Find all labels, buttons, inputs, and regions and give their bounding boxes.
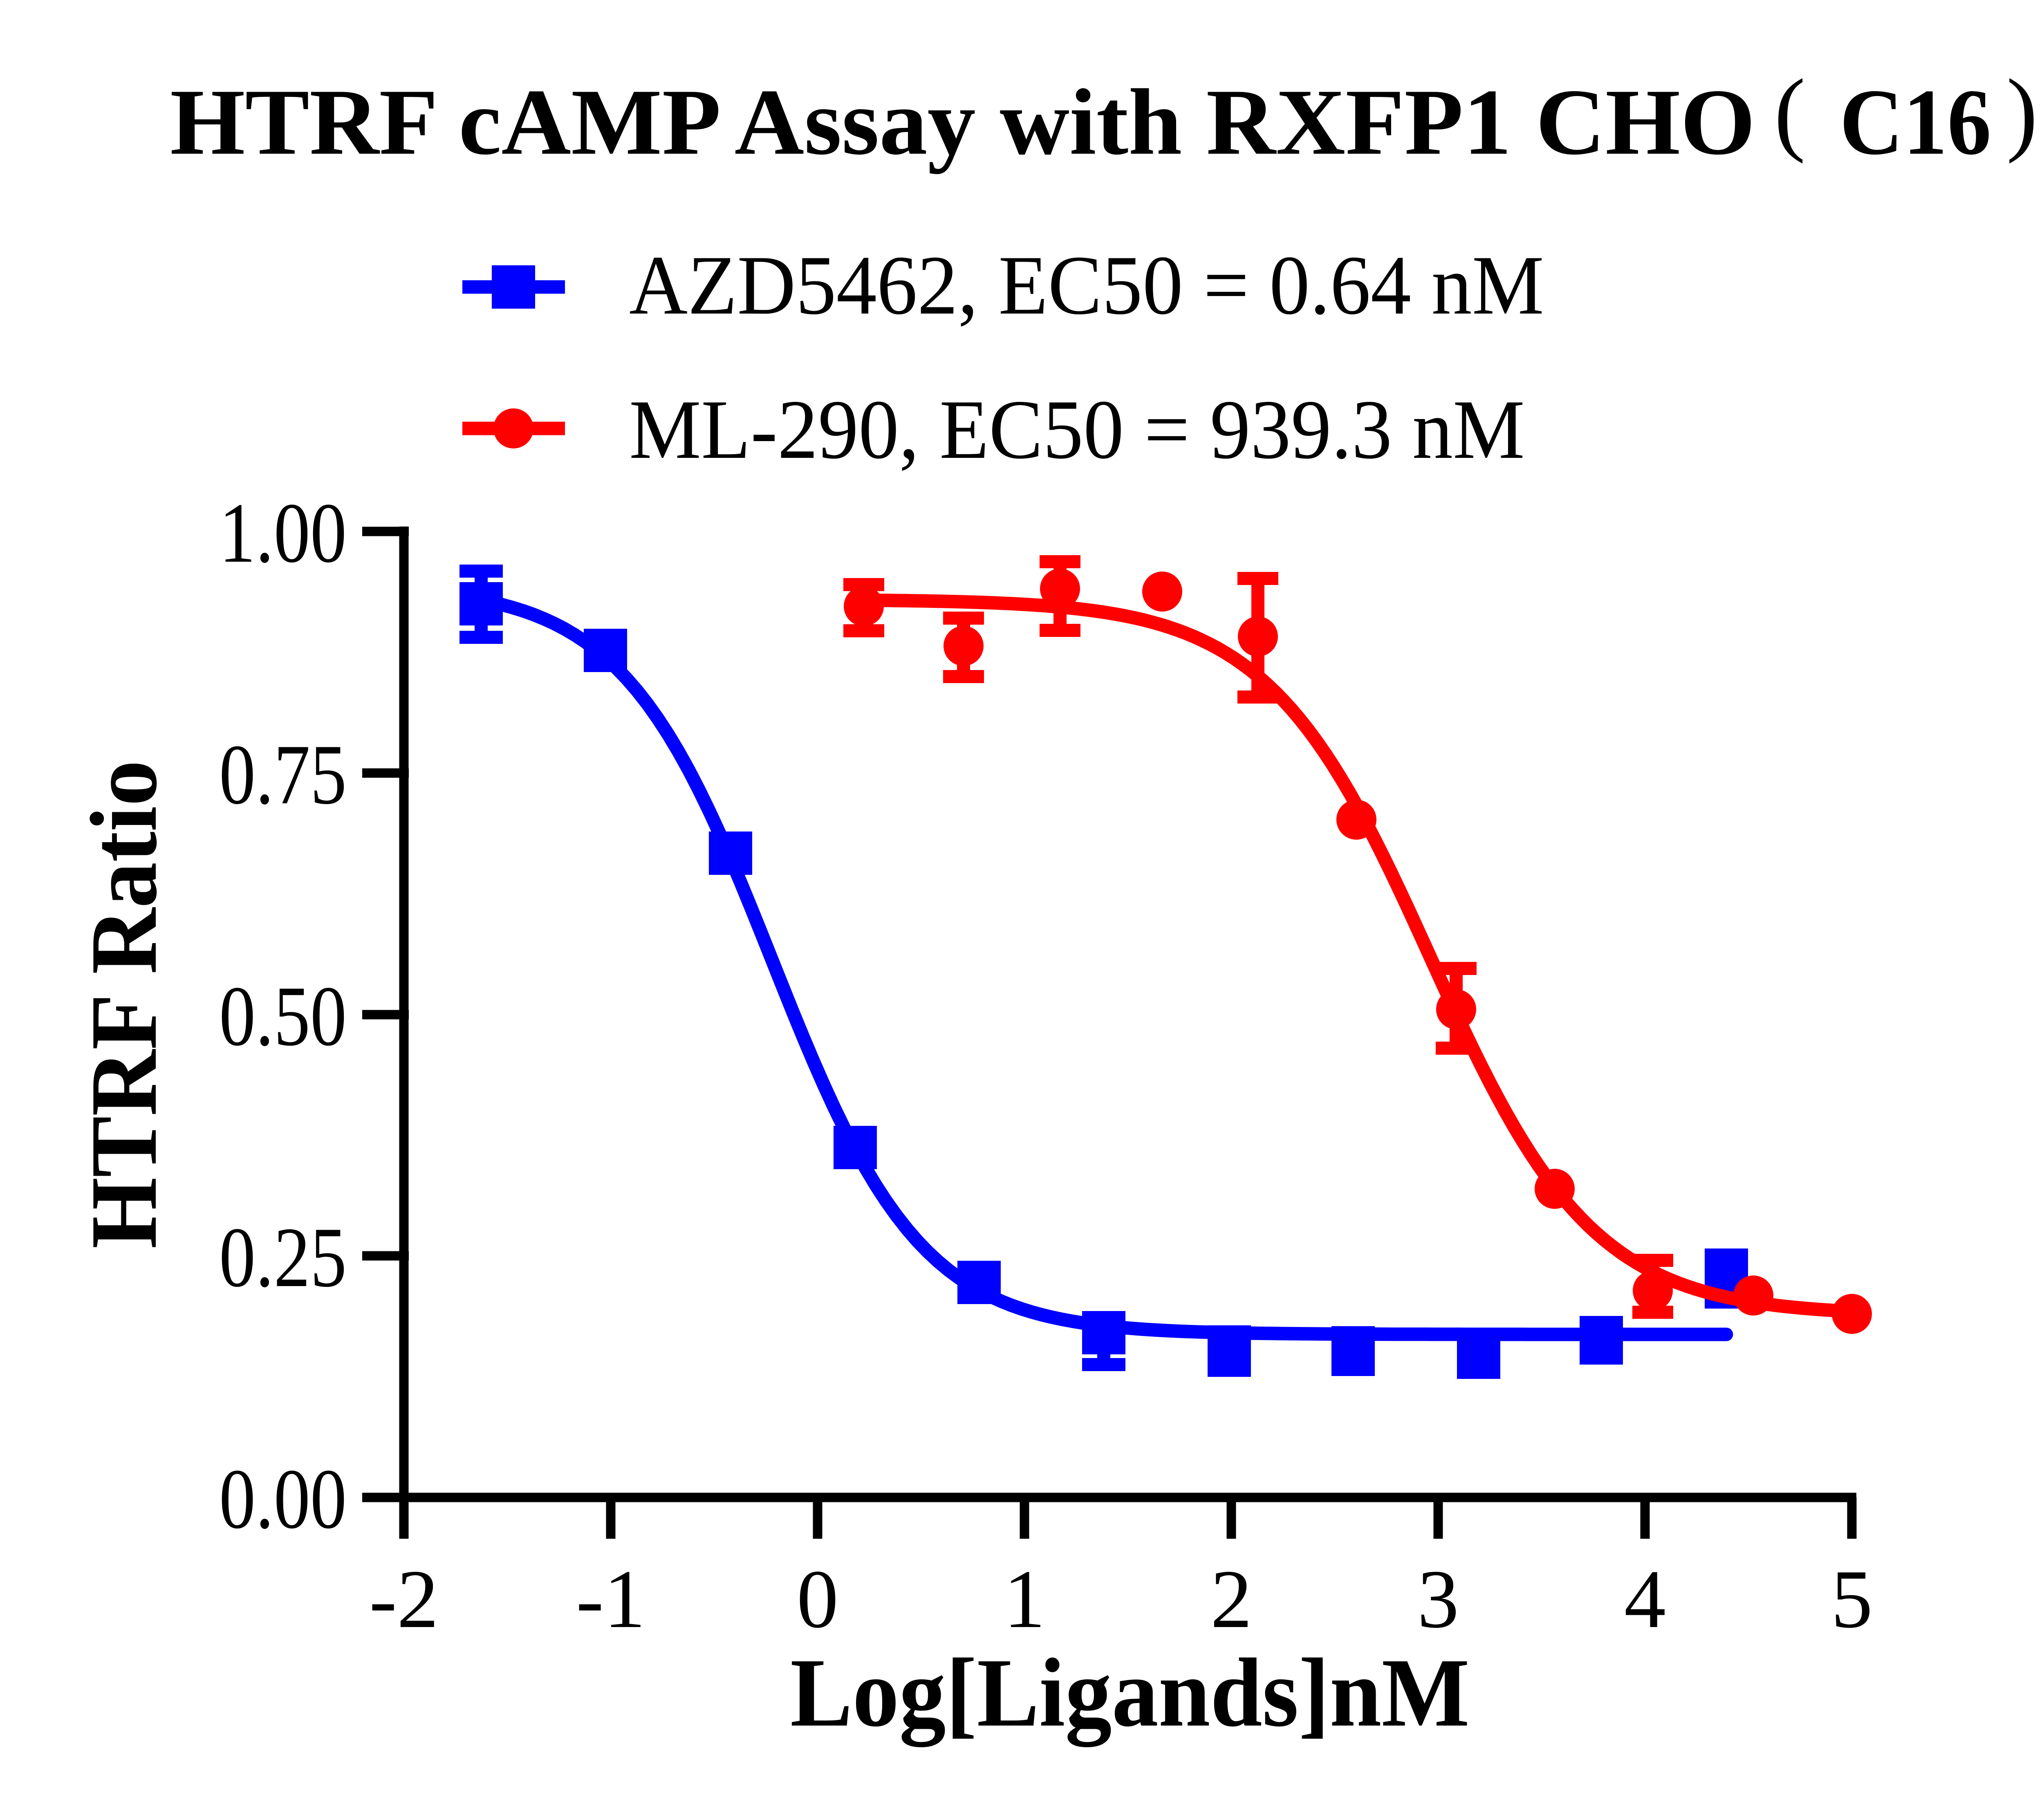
svg-text:AZD5462, EC50 = 0.64 nM: AZD5462, EC50 = 0.64 nM	[629, 238, 1544, 332]
svg-text:-1: -1	[576, 1553, 645, 1645]
svg-text:0.00: 0.00	[219, 1452, 347, 1547]
svg-text:ML-290, EC50 = 939.3 nM: ML-290, EC50 = 939.3 nM	[629, 383, 1525, 476]
svg-text:0.75: 0.75	[219, 727, 347, 822]
svg-text:2: 2	[1210, 1553, 1252, 1645]
svg-text:0.50: 0.50	[219, 969, 347, 1064]
svg-text:0.25: 0.25	[219, 1210, 347, 1305]
svg-text:): )	[2006, 60, 2038, 164]
svg-text:0: 0	[797, 1553, 838, 1645]
svg-text:1: 1	[1004, 1553, 1045, 1645]
svg-text:3: 3	[1417, 1553, 1459, 1645]
svg-text:Log[Ligands]nM: Log[Ligands]nM	[790, 1638, 1470, 1747]
svg-text:-2: -2	[369, 1553, 439, 1645]
svg-text:HTRF cAMP Assay with RXFP1 CHO: HTRF cAMP Assay with RXFP1 CHO	[170, 69, 1755, 174]
svg-text:HTRF Ratio: HTRF Ratio	[71, 760, 177, 1249]
svg-text:1.00: 1.00	[219, 486, 347, 581]
svg-text:4: 4	[1624, 1553, 1666, 1645]
svg-text:(: (	[1774, 60, 1806, 164]
svg-text:C16: C16	[1840, 69, 1991, 174]
svg-text:5: 5	[1831, 1553, 1873, 1645]
